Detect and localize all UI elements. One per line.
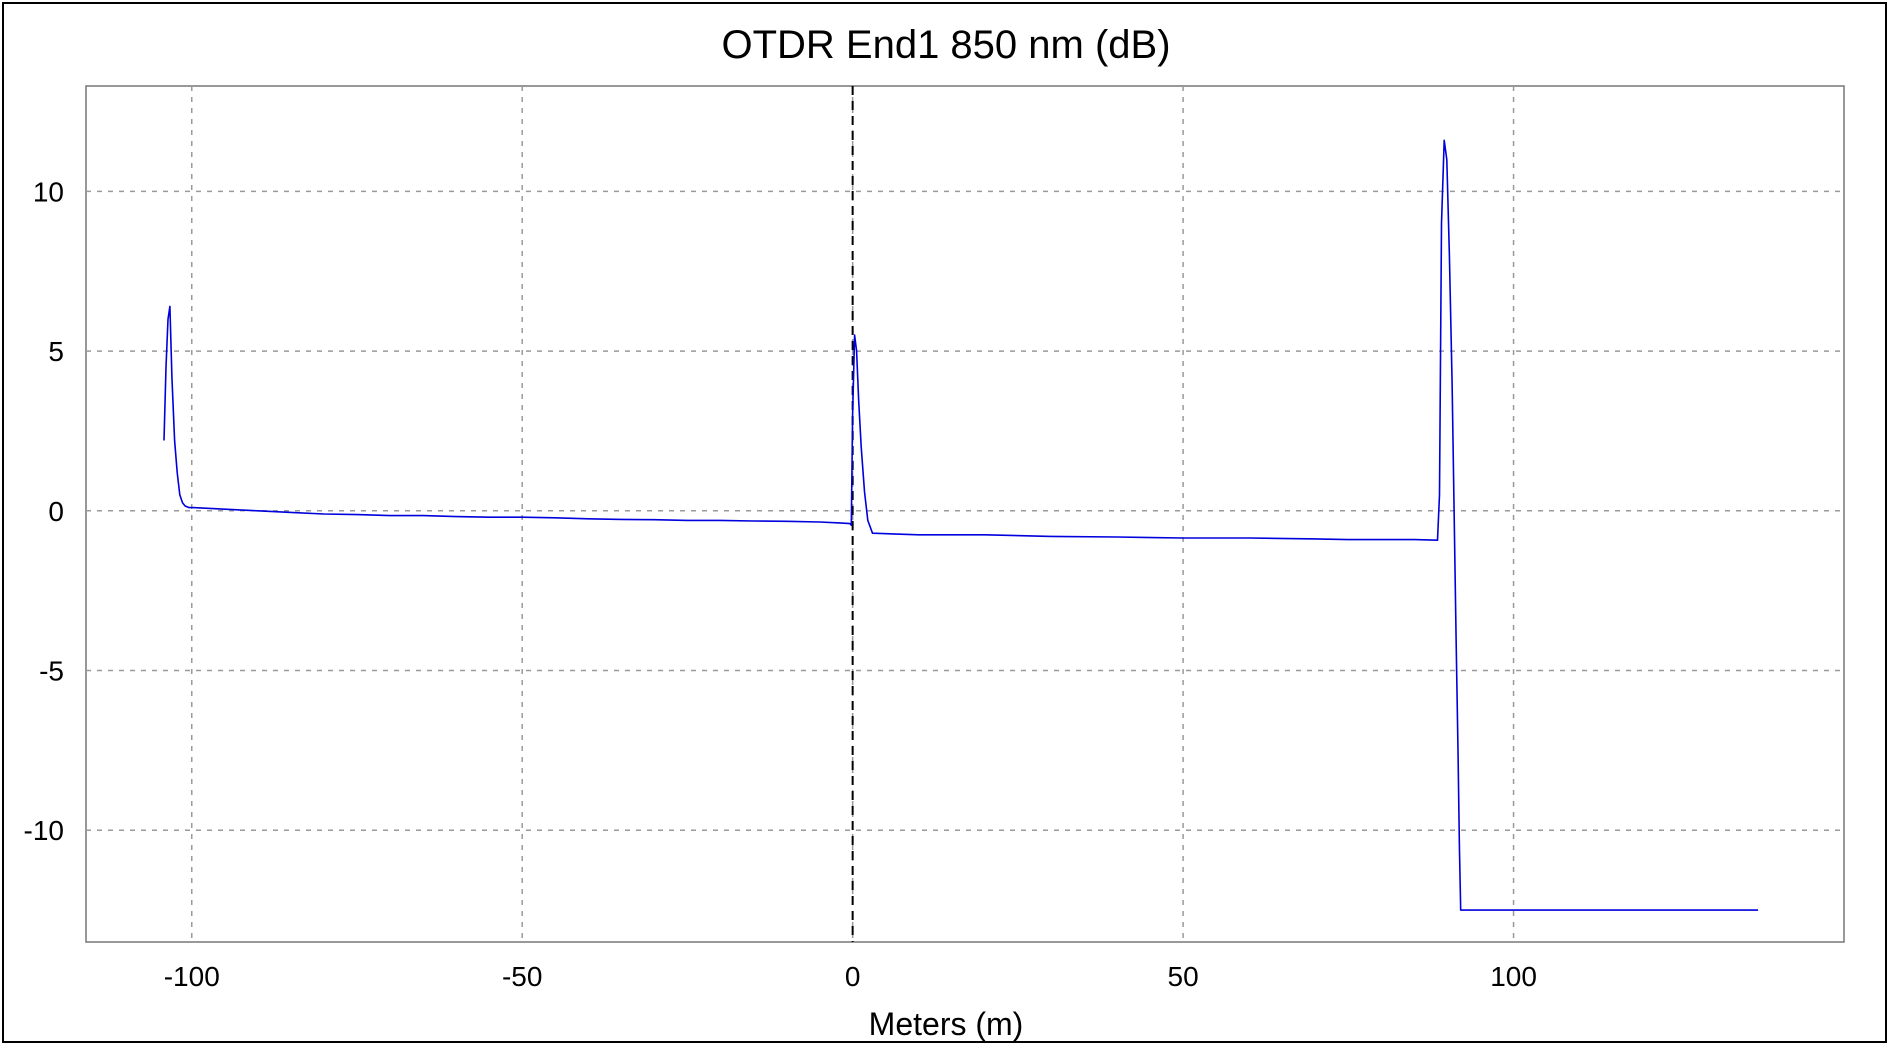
x-tick-label: 50 <box>1168 961 1199 992</box>
x-tick-label: 100 <box>1490 961 1537 992</box>
x-axis-label: Meters (m) <box>869 1006 1024 1042</box>
x-tick-labels: -100 -50 0 50 100 <box>164 961 1537 992</box>
plot-area <box>85 85 1845 943</box>
series-group <box>163 139 1759 911</box>
y-tick-label: 10 <box>33 176 64 207</box>
y-tick-label: 0 <box>48 496 64 527</box>
y-tick-labels: 10 5 0 -5 -10 <box>24 176 64 846</box>
y-tick-label: 5 <box>48 336 64 367</box>
x-tick-label: -50 <box>502 961 542 992</box>
chart-title: OTDR End1 850 nm (dB) <box>721 23 1170 67</box>
series-line-0 <box>163 139 1759 911</box>
x-tick-label: -100 <box>164 961 220 992</box>
y-tick-label: -5 <box>39 656 64 687</box>
grid <box>86 86 1844 942</box>
x-tick-label: 0 <box>845 961 861 992</box>
y-tick-label: -10 <box>24 815 64 846</box>
